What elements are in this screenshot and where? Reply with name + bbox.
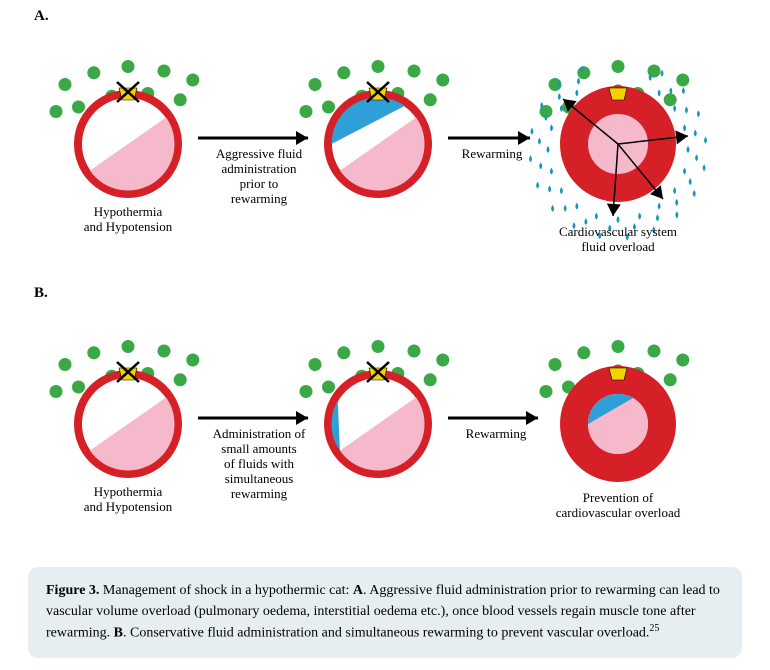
figure-svg: Hypothermiaand Hypotension Aggressive flu… (28, 14, 742, 559)
caption-fig-number: Figure 3. (46, 583, 99, 598)
caption-B-text: . Conservative fluid administration and … (123, 626, 649, 641)
figure-page: A. B. Hypothermiaand HypotensionAggressi… (0, 0, 770, 670)
caption-A: A (353, 583, 363, 598)
caption-B: B (114, 626, 123, 641)
svg-text:Cardiovascular systemfluid ove: Cardiovascular systemfluid overload (559, 224, 677, 254)
caption-ref: 25 (649, 623, 659, 634)
svg-text:Hypothermiaand Hypotension: Hypothermiaand Hypotension (84, 484, 173, 514)
svg-text:Rewarming: Rewarming (466, 426, 527, 441)
svg-text:Prevention ofcardiovascular ov: Prevention ofcardiovascular overload (556, 490, 681, 520)
svg-text:Administration ofsmall amounts: Administration ofsmall amountsof fluids … (213, 426, 306, 501)
svg-text:Aggressive fluidadministration: Aggressive fluidadministrationprior tore… (216, 146, 303, 206)
caption-body: Management of shock in a hypothermic cat… (99, 583, 352, 598)
figure-caption: Figure 3. Management of shock in a hypot… (28, 567, 742, 658)
svg-text:Hypothermiaand Hypotension: Hypothermiaand Hypotension (84, 204, 173, 234)
svg-text:Rewarming: Rewarming (462, 146, 523, 161)
